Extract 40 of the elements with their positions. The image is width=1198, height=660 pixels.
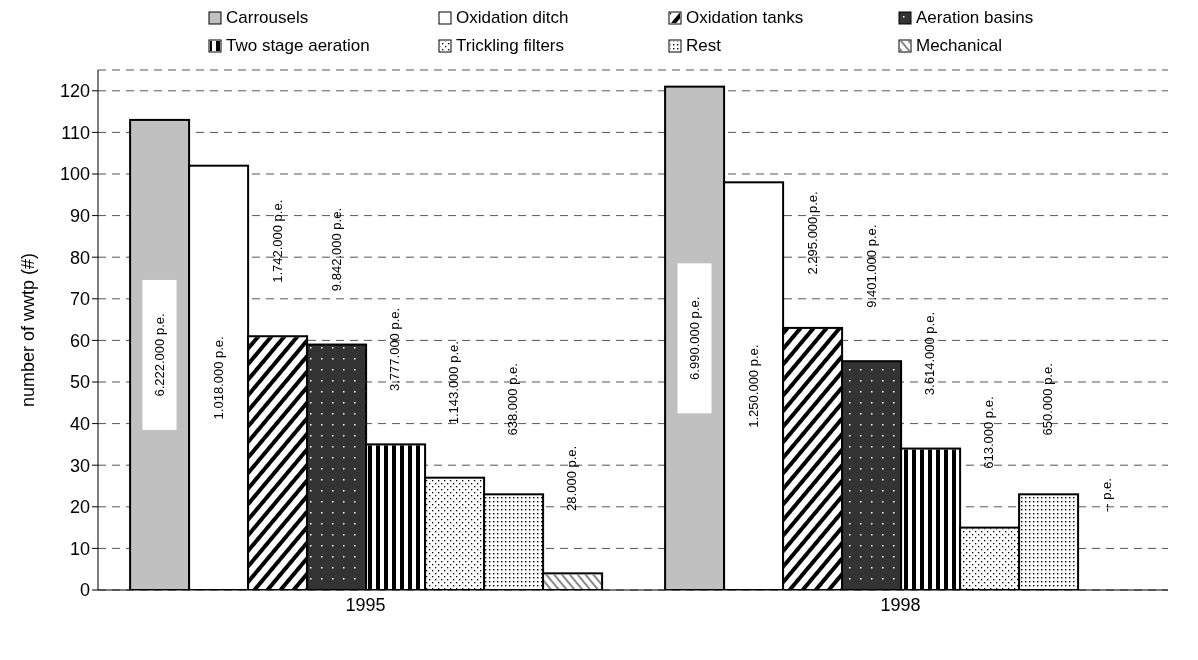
y-tick-label: 30 — [69, 455, 90, 476]
annotation: 6.990.000 p.e. — [687, 296, 703, 380]
y-tick-label: 100 — [59, 164, 90, 185]
annotation: 2.295.000 p.e. — [804, 191, 820, 275]
annotation: 1.018.000 p.e. — [210, 336, 226, 420]
legend-label: Two stage aeration — [226, 36, 370, 56]
legend-label: Mechanical — [916, 36, 1002, 56]
annotation: 3.614.000 p.e. — [922, 311, 938, 396]
legend-label: Oxidation ditch — [456, 8, 569, 28]
annotation: 3.777.000 p.e. — [387, 307, 403, 391]
annotation: 1.143.000 p.e. — [446, 341, 462, 425]
annotation: 638.000 p.e. — [505, 363, 521, 436]
annotation: -- p.e. — [1098, 478, 1114, 512]
y-tick-label: 90 — [69, 205, 90, 226]
y-tick-label: 120 — [59, 81, 90, 102]
annotation: 1.742.000 p.e. — [269, 199, 285, 283]
y-tick-label: 70 — [69, 289, 90, 310]
y-tick-label: 0 — [79, 580, 90, 601]
legend-label: Rest — [686, 36, 721, 56]
y-axis-title: number of wwtp (#) — [18, 252, 39, 408]
annotation: 9.401.000 p.e. — [863, 224, 879, 308]
legend-label: Carrousels — [226, 8, 309, 28]
annotation: 6.222.000 p.e. — [152, 313, 168, 397]
legend-label: Trickling filters — [456, 36, 564, 56]
y-tick-label: 110 — [61, 122, 90, 143]
annotation: 1.250.000 p.e. — [745, 344, 761, 428]
legend-label: Aeration basins — [916, 8, 1034, 28]
y-tick-label: 40 — [69, 413, 90, 434]
y-tick-label: 20 — [69, 497, 90, 518]
x-tick-label: 1995 — [345, 594, 386, 615]
y-tick-label: 50 — [69, 372, 90, 393]
annotation: 613.000 p.e. — [981, 396, 997, 469]
y-tick-label: 60 — [69, 330, 90, 351]
annotation: 650.000 p.e. — [1040, 363, 1056, 436]
legend-label: Oxidation tanks — [686, 8, 804, 28]
x-tick-label: 1998 — [880, 594, 921, 615]
y-tick-label: 80 — [69, 247, 90, 268]
annotation: 28.000 p.e. — [563, 445, 579, 511]
annotation: 9.842.000 p.e. — [328, 207, 344, 292]
y-tick-label: 10 — [69, 538, 90, 559]
